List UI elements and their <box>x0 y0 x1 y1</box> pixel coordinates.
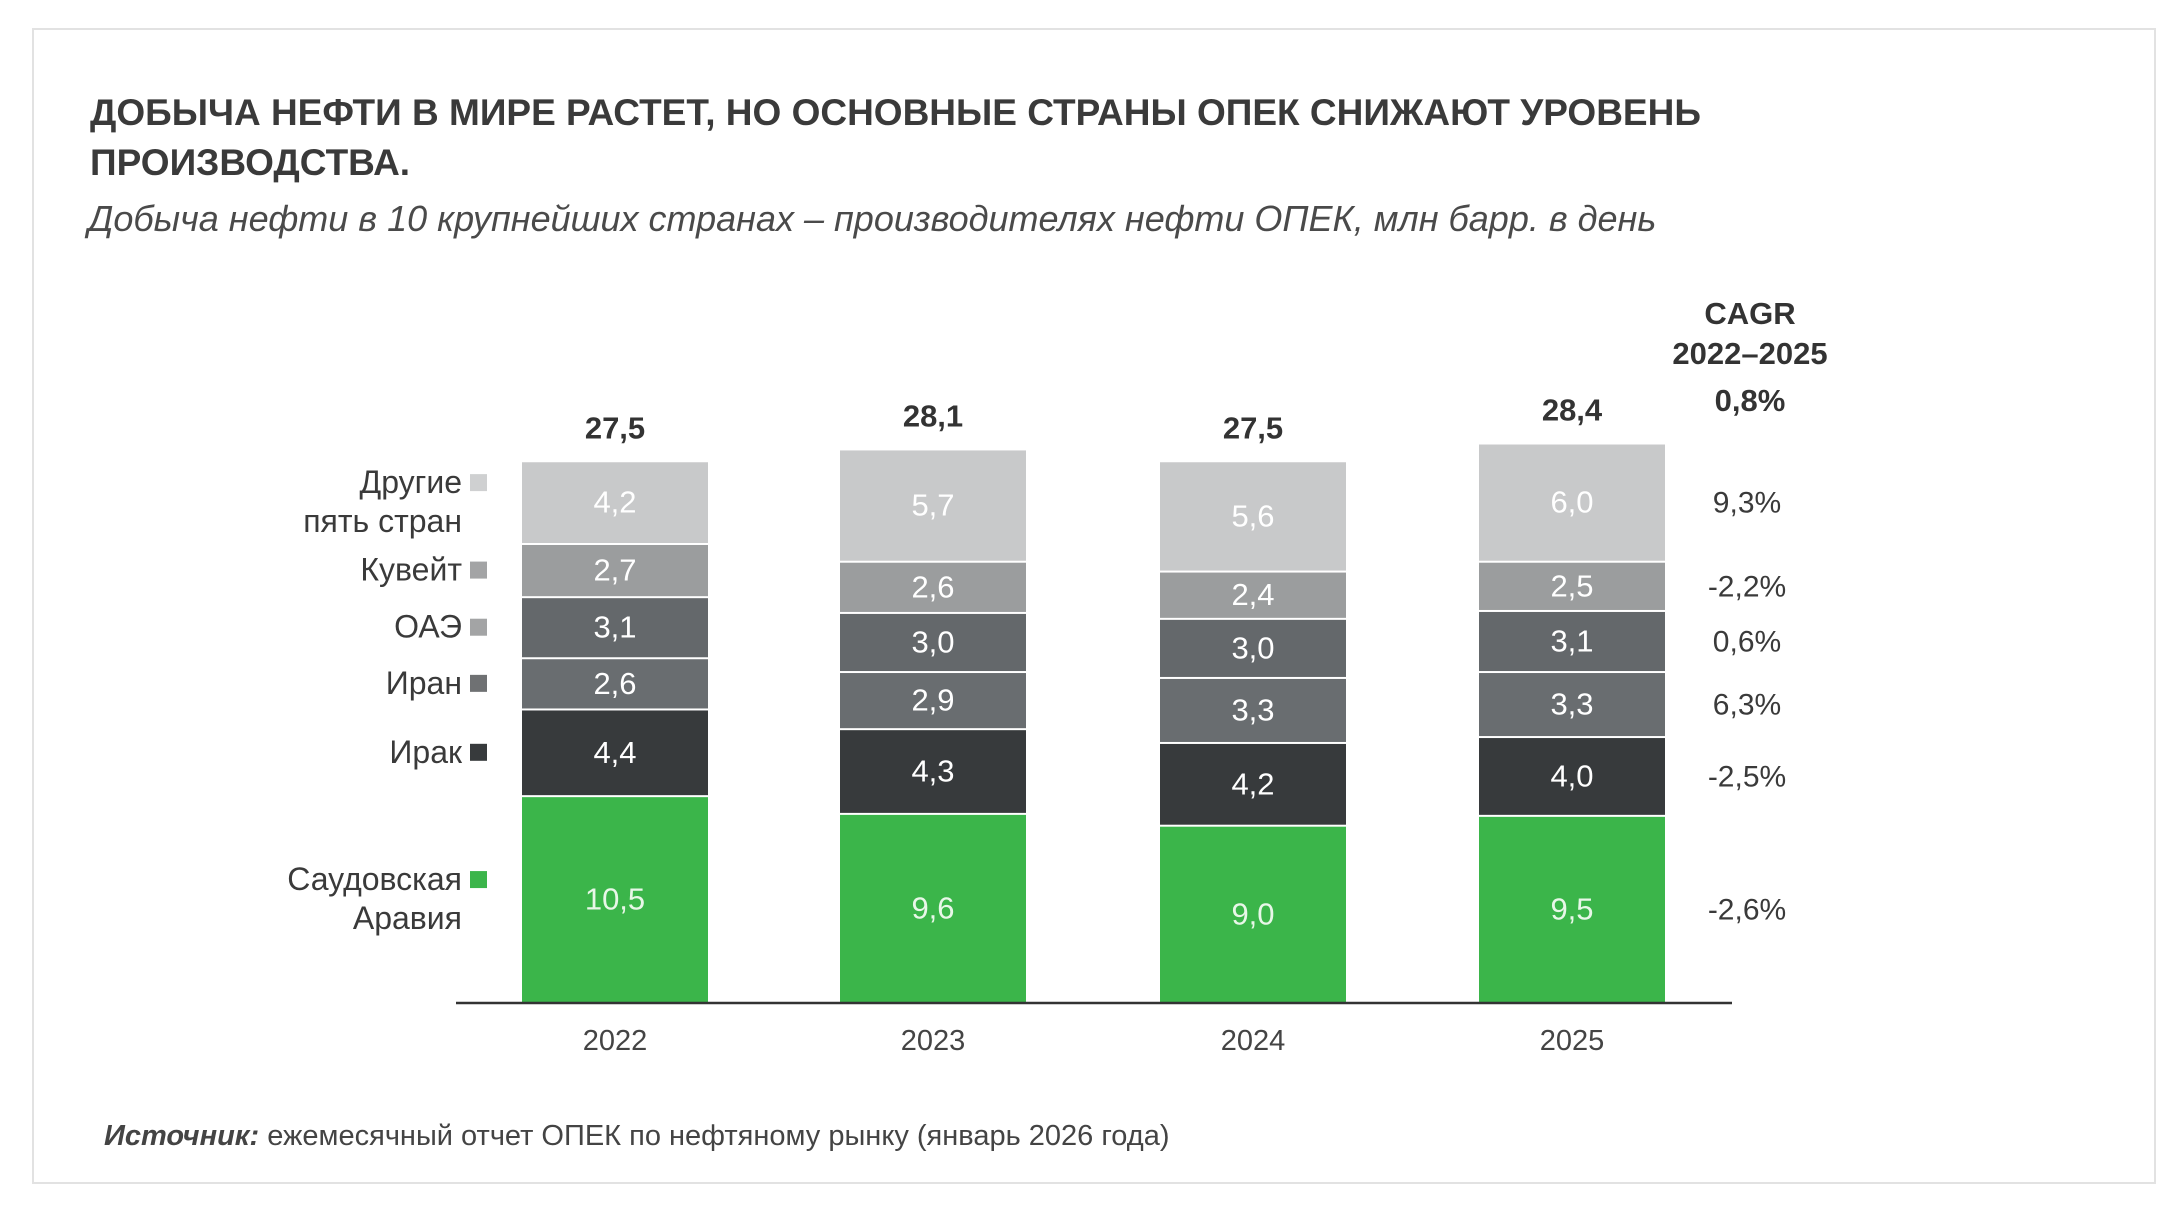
legend-swatch <box>470 561 487 579</box>
data-label: 2,4 <box>1231 577 1274 612</box>
x-tick-label: 2023 <box>901 1025 966 1057</box>
legend-label: Другие <box>360 464 462 500</box>
bar-segment <box>840 673 1026 729</box>
legend-label: ОАЭ <box>394 609 462 645</box>
data-label: 2,9 <box>911 683 954 718</box>
legend-swatch <box>470 871 487 889</box>
bar-segment <box>1479 738 1665 815</box>
bar-segment <box>1479 444 1665 561</box>
bar-segment <box>522 710 708 796</box>
data-label: 4,3 <box>911 754 954 789</box>
bar-segment <box>840 814 1026 1002</box>
chart-frame <box>32 28 2156 1184</box>
data-label: 3,0 <box>911 624 954 659</box>
bar-segment <box>1160 572 1346 618</box>
cagr-value: 9,3% <box>1713 487 1781 520</box>
data-label: 4,4 <box>593 735 636 770</box>
total-label: 28,1 <box>903 398 963 433</box>
data-label: 3,1 <box>593 610 636 645</box>
data-label: 3,0 <box>1231 630 1274 665</box>
bar-segment <box>840 613 1026 672</box>
source-text: ежемесячный отчет ОПЕК по нефтяному рынк… <box>267 1120 1170 1152</box>
data-label: 5,6 <box>1231 498 1274 533</box>
bar-segment <box>840 730 1026 813</box>
data-label: 10,5 <box>585 882 645 917</box>
chart-title: Добыча нефти в мире растет, но основные … <box>90 92 1701 183</box>
legend-label: пять стран <box>303 503 462 539</box>
data-label: 4,2 <box>593 485 636 520</box>
legend-label: Аравия <box>353 900 462 936</box>
bar-segment <box>522 462 708 543</box>
legend-swatch <box>470 618 487 636</box>
data-label: 2,7 <box>593 553 636 588</box>
bar-segment <box>1160 619 1346 677</box>
legend-label: Иран <box>386 665 462 701</box>
legend-label: Саудовская <box>287 861 462 897</box>
source-note: Источник: ежемесячный отчет ОПЕК по нефт… <box>104 1120 1169 1153</box>
data-label: 9,5 <box>1550 891 1593 926</box>
total-label: 28,4 <box>1542 393 1603 428</box>
legend-label: Кувейт <box>360 552 462 588</box>
data-label: 6,0 <box>1550 485 1593 520</box>
x-tick-label: 2024 <box>1221 1025 1286 1057</box>
data-label: 2,5 <box>1550 568 1593 603</box>
cagr-total: 0,8% <box>1715 383 1786 418</box>
bar-segment <box>1160 678 1346 742</box>
bar-segment <box>522 544 708 597</box>
bar-segment <box>1160 826 1346 1002</box>
data-label: 2,6 <box>593 666 636 701</box>
bar-segment <box>522 659 708 709</box>
data-label: 4,2 <box>1231 766 1274 801</box>
data-label: 3,3 <box>1550 687 1593 722</box>
bar-segment <box>522 598 708 658</box>
bar-segment <box>1160 462 1346 571</box>
data-label: 5,7 <box>911 488 954 523</box>
cagr-header: CAGR <box>1704 296 1795 331</box>
bar-segment <box>1479 562 1665 610</box>
bar-segment <box>840 562 1026 612</box>
legend-swatch <box>470 474 487 492</box>
bar-segment <box>840 450 1026 561</box>
cagr-period: 2022–2025 <box>1672 336 1827 371</box>
data-label: 9,0 <box>1231 896 1274 931</box>
total-label: 27,5 <box>1223 410 1283 445</box>
cagr-value: 0,6% <box>1713 626 1781 659</box>
bar-segment <box>1479 673 1665 737</box>
data-label: 4,0 <box>1550 758 1593 793</box>
data-label: 9,6 <box>911 890 954 925</box>
legend-swatch <box>470 743 487 761</box>
chart-subtitle: Добыча нефти в 10 крупнейших странах – п… <box>88 198 1657 239</box>
bar-segment <box>1160 743 1346 825</box>
bar-segment <box>522 797 708 1002</box>
cagr-value: -2,6% <box>1708 893 1786 926</box>
total-label: 27,5 <box>585 410 645 445</box>
cagr-value: -2,5% <box>1708 760 1786 793</box>
cagr-value: 6,3% <box>1713 689 1781 722</box>
x-tick-label: 2022 <box>583 1025 648 1057</box>
data-label: 2,6 <box>911 569 954 604</box>
source-label: Источник: <box>104 1120 260 1152</box>
bar-segment <box>1479 816 1665 1002</box>
data-label: 3,1 <box>1550 624 1593 659</box>
x-tick-label: 2025 <box>1540 1025 1605 1057</box>
data-label: 3,3 <box>1231 692 1274 727</box>
legend-swatch <box>470 674 487 692</box>
cagr-value: -2,2% <box>1708 570 1786 603</box>
legend-label: Ирак <box>389 734 463 770</box>
bar-segment <box>1479 611 1665 672</box>
